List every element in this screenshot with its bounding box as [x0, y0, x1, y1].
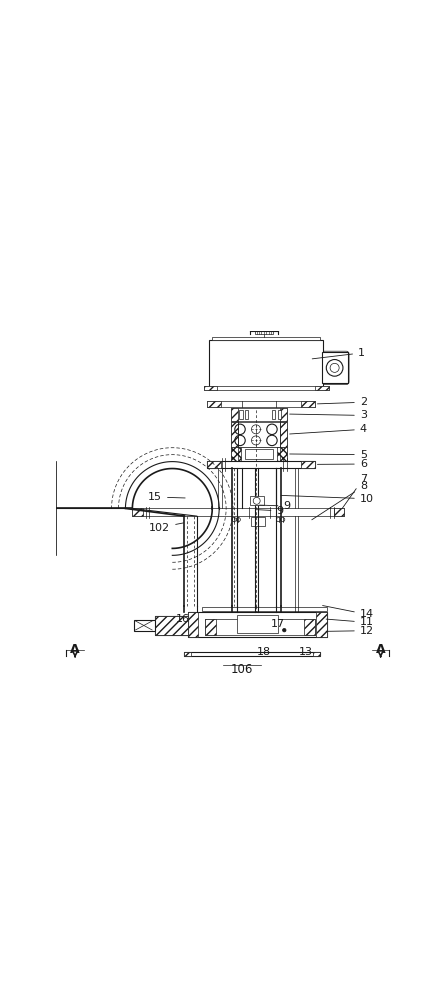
Text: 1: 1 [312, 348, 365, 359]
Bar [251, 517, 265, 526]
Bar [231, 447, 241, 461]
Bar [133, 508, 143, 516]
Bar [272, 410, 276, 419]
Text: 11: 11 [326, 617, 374, 627]
Bar [231, 408, 238, 421]
Bar [280, 408, 287, 421]
Bar [134, 620, 155, 631]
Bar [245, 410, 248, 419]
Bar [207, 401, 314, 407]
Bar [250, 496, 263, 505]
Text: 6: 6 [318, 459, 367, 469]
FancyBboxPatch shape [320, 351, 349, 385]
Circle shape [255, 628, 258, 632]
Bar [205, 619, 216, 635]
Text: 5: 5 [290, 450, 367, 460]
Bar [231, 422, 238, 447]
Bar [203, 386, 217, 390]
Bar [231, 447, 287, 461]
Text: 9: 9 [259, 501, 291, 511]
Text: 4: 4 [290, 424, 367, 434]
Bar [203, 386, 328, 390]
Text: 15: 15 [148, 492, 185, 502]
Text: 12: 12 [326, 626, 374, 636]
Bar [207, 461, 221, 468]
Text: 2: 2 [318, 397, 367, 407]
Bar [277, 410, 281, 419]
Bar [301, 461, 314, 468]
Circle shape [283, 628, 286, 632]
Text: 17: 17 [271, 619, 284, 629]
Bar [231, 408, 287, 421]
Bar [301, 401, 314, 407]
Bar [280, 422, 287, 447]
Text: 3: 3 [290, 410, 367, 420]
Text: 8: 8 [312, 481, 367, 520]
Bar [207, 401, 221, 407]
Text: 9: 9 [257, 506, 284, 516]
Bar [155, 616, 188, 635]
Text: 10: 10 [281, 494, 374, 504]
Bar [239, 410, 243, 419]
Bar [255, 331, 273, 334]
Bar [237, 615, 278, 633]
Bar [314, 386, 328, 390]
Bar [188, 612, 327, 637]
Bar [207, 461, 314, 468]
Bar [245, 449, 273, 459]
Bar [334, 508, 344, 516]
Text: 102: 102 [149, 523, 184, 533]
Text: 18: 18 [257, 647, 271, 657]
Bar [205, 619, 314, 635]
Text: 106: 106 [231, 663, 253, 676]
Text: A: A [70, 643, 80, 656]
Bar [212, 337, 320, 340]
Bar [209, 340, 323, 387]
Bar [185, 652, 320, 656]
Bar [155, 616, 188, 635]
Bar [322, 352, 348, 383]
Bar [313, 652, 320, 656]
Text: A: A [376, 643, 385, 656]
Bar [133, 508, 344, 516]
Text: 14: 14 [323, 606, 374, 619]
Text: 7: 7 [342, 474, 367, 508]
Text: 13: 13 [298, 647, 312, 657]
Bar [316, 612, 327, 637]
Bar [188, 612, 198, 637]
Bar [304, 619, 314, 635]
Bar [185, 652, 191, 656]
Bar [231, 422, 287, 447]
Bar [277, 447, 287, 461]
Bar [202, 607, 327, 611]
Text: 16: 16 [176, 614, 190, 624]
